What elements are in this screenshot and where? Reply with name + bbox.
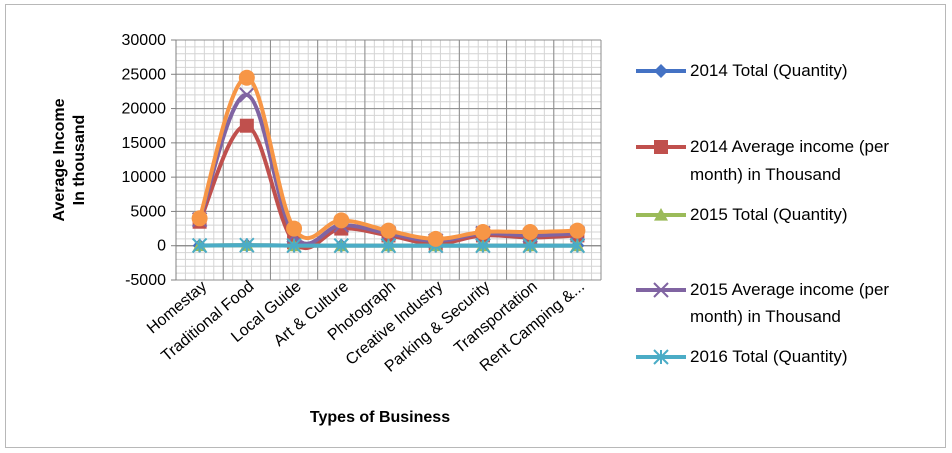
legend-label: 2014 Total (Quantity) — [690, 61, 848, 80]
circle-marker — [522, 224, 539, 240]
x-axis-title: Types of Business — [310, 409, 450, 426]
legend-item: 2014 Average income (per month) in Thousa… — [636, 137, 889, 184]
star-marker — [653, 349, 669, 365]
circle-marker — [427, 230, 444, 247]
circle-marker — [286, 220, 303, 237]
legend-label: 2014 Average income (per — [690, 137, 889, 156]
y-tick-label: 20000 — [122, 101, 167, 118]
x-marker — [239, 87, 255, 103]
y-tick-label: 15000 — [122, 135, 167, 152]
series-4 — [191, 237, 586, 254]
circle-marker — [191, 210, 208, 227]
star-marker — [286, 237, 302, 254]
star-marker — [475, 237, 491, 254]
legend-label: month) in Thousand — [690, 165, 841, 184]
legend-label: month) in Thousand — [690, 307, 841, 326]
legend-item: 2015 Average income (per month) in Thousa… — [636, 280, 889, 326]
square-marker — [239, 118, 254, 133]
y-tick-label: -5000 — [125, 272, 166, 289]
legend-label: 2015 Average income (per — [690, 280, 889, 299]
star-marker — [239, 237, 255, 253]
y-tick-label: 10000 — [122, 169, 167, 186]
y-tick-label: 30000 — [122, 32, 167, 49]
series-5 — [191, 69, 586, 247]
star-marker — [380, 237, 397, 254]
circle-marker — [380, 222, 397, 239]
circle-marker — [474, 224, 491, 240]
series-lines — [191, 69, 586, 254]
legend-label: 2016 Total (Quantity) — [690, 347, 848, 366]
y-axis-title-line-1: Average Income — [51, 98, 68, 221]
circle-marker — [238, 69, 255, 86]
square-marker — [654, 140, 668, 154]
star-marker — [333, 237, 349, 254]
y-axis-title-line-2: In thousand — [71, 115, 88, 206]
circle-marker — [333, 212, 350, 229]
x-marker — [653, 282, 669, 298]
y-axis-title: Average Income In thousand — [51, 98, 88, 221]
star-marker — [569, 237, 586, 254]
legend: 2014 Total (Quantity) 2014 Average income… — [636, 61, 889, 366]
circle-marker — [569, 222, 586, 239]
y-tick-label: 5000 — [130, 203, 166, 220]
legend-label: 2015 Total (Quantity) — [690, 205, 848, 224]
legend-item: 2014 Total (Quantity) — [636, 61, 848, 80]
legend-item: 2015 Total (Quantity) — [636, 205, 848, 224]
triangle-marker — [654, 208, 668, 221]
y-tick-label: 25000 — [122, 66, 167, 83]
y-tick-label: 0 — [157, 238, 166, 255]
legend-item: 2016 Total (Quantity) — [636, 347, 848, 366]
star-marker — [191, 237, 208, 254]
star-marker — [522, 237, 538, 254]
diamond-marker — [654, 64, 668, 78]
